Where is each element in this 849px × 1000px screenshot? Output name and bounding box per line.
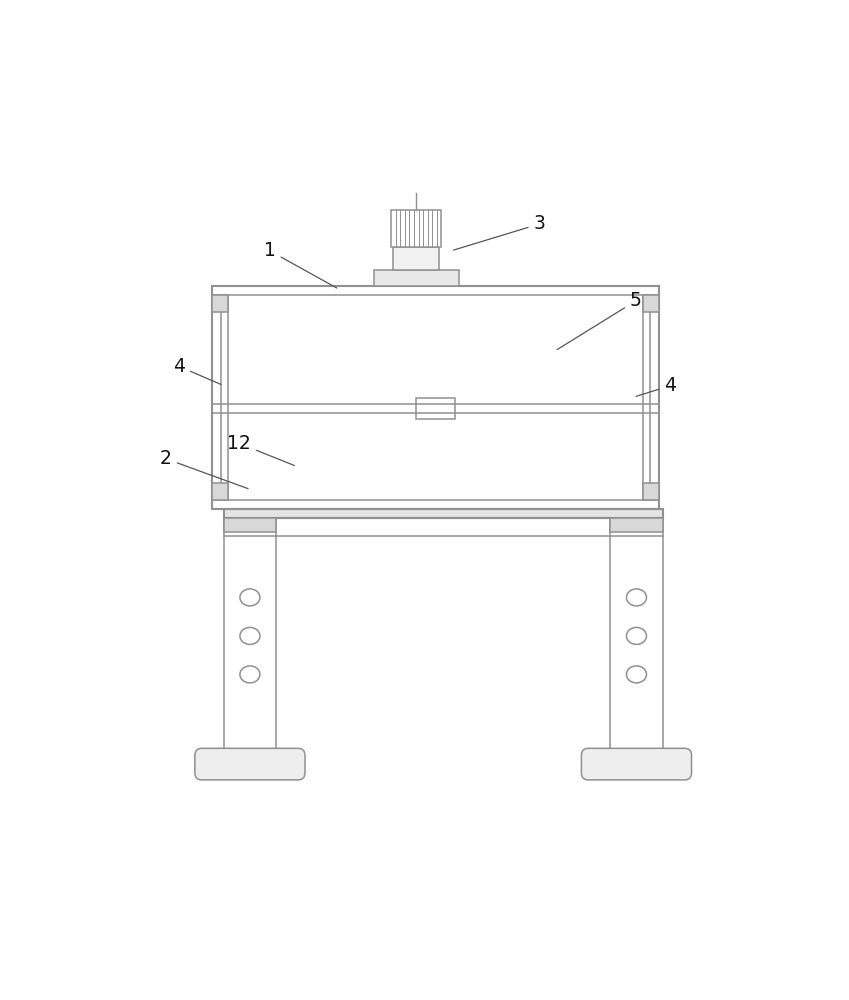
Ellipse shape [627,589,646,606]
Text: 12: 12 [228,434,295,465]
Ellipse shape [627,666,646,683]
Bar [212,295,228,312]
Bar [610,518,663,532]
Text: 4: 4 [173,357,222,385]
Text: 5: 5 [557,291,642,350]
Text: 2: 2 [160,449,248,489]
FancyBboxPatch shape [582,748,692,780]
Bar [393,247,439,270]
Ellipse shape [240,589,260,606]
FancyBboxPatch shape [195,748,305,780]
Bar [212,295,228,500]
Bar [644,483,659,500]
Bar [224,518,276,532]
Text: 4: 4 [636,376,677,396]
Text: 1: 1 [264,241,337,288]
Bar [644,295,659,500]
Ellipse shape [627,627,646,644]
Bar [644,295,659,312]
Bar [224,518,276,755]
Text: 3: 3 [453,214,545,250]
Bar [391,210,441,247]
Ellipse shape [240,627,260,644]
Bar [416,398,455,419]
Bar [222,295,649,500]
Bar [374,270,458,286]
Ellipse shape [240,666,260,683]
Bar [224,509,663,518]
Bar [610,518,663,755]
Bar [212,286,659,509]
Bar [212,483,228,500]
